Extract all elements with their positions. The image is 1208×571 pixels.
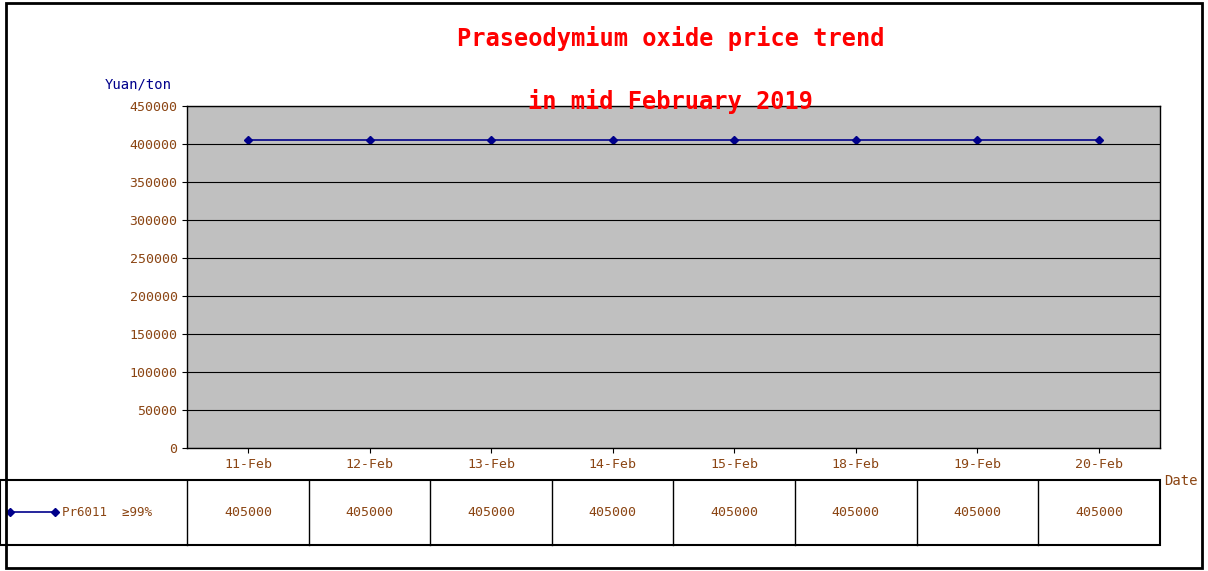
Text: 405000: 405000 [953,506,1001,519]
Text: 405000: 405000 [710,506,759,519]
Text: in mid February 2019: in mid February 2019 [528,89,813,114]
Text: Praseodymium oxide price trend: Praseodymium oxide price trend [457,26,884,51]
Text: Pr6011  ≥99%: Pr6011 ≥99% [62,506,152,519]
Text: 405000: 405000 [467,506,515,519]
Text: 405000: 405000 [345,506,394,519]
Text: 405000: 405000 [832,506,879,519]
Text: Date: Date [1165,474,1198,488]
Text: Yuan/ton: Yuan/ton [105,78,172,92]
Text: 405000: 405000 [223,506,272,519]
Text: 405000: 405000 [1075,506,1123,519]
Text: 405000: 405000 [588,506,637,519]
